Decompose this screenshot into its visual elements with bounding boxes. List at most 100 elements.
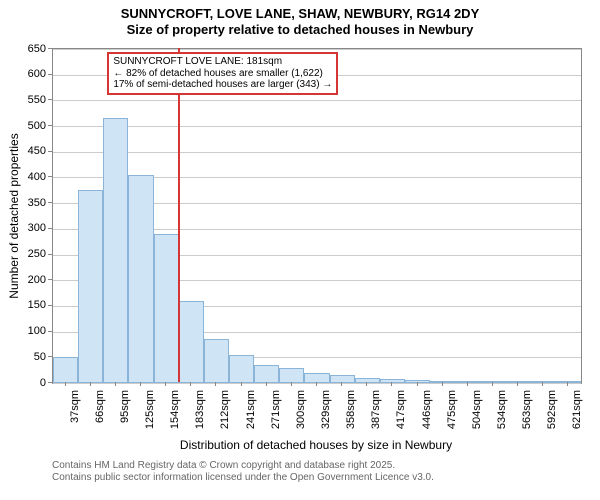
title-line-2: Size of property relative to detached ho… xyxy=(0,22,600,38)
y-tick-mark xyxy=(48,356,52,357)
x-tick-label: 417sqm xyxy=(395,390,407,450)
x-tick-mark xyxy=(366,382,367,386)
y-tick-mark xyxy=(48,331,52,332)
x-tick-mark xyxy=(492,382,493,386)
x-tick-label: 300sqm xyxy=(295,390,307,450)
x-tick-mark xyxy=(241,382,242,386)
x-tick-label: 241sqm xyxy=(245,390,257,450)
y-tick-mark xyxy=(48,228,52,229)
x-tick-mark xyxy=(442,382,443,386)
y-tick-mark xyxy=(48,48,52,49)
title-block: SUNNYCROFT, LOVE LANE, SHAW, NEWBURY, RG… xyxy=(0,0,600,37)
x-tick-mark xyxy=(341,382,342,386)
x-tick-label: 621sqm xyxy=(571,390,583,450)
x-tick-label: 329sqm xyxy=(320,390,332,450)
histogram-bar xyxy=(204,339,229,383)
x-tick-mark xyxy=(190,382,191,386)
reference-line xyxy=(178,48,180,382)
y-tick-label: 100 xyxy=(16,325,46,337)
x-tick-mark xyxy=(542,382,543,386)
x-tick-mark xyxy=(517,382,518,386)
annotation-line: 17% of semi-detached houses are larger (… xyxy=(113,79,332,91)
grid-line xyxy=(53,100,581,101)
x-tick-label: 125sqm xyxy=(144,390,156,450)
x-tick-label: 154sqm xyxy=(169,390,181,450)
histogram-bar xyxy=(229,355,254,383)
title-line-1: SUNNYCROFT, LOVE LANE, SHAW, NEWBURY, RG… xyxy=(0,6,600,22)
grid-line xyxy=(53,126,581,127)
x-tick-mark xyxy=(215,382,216,386)
y-tick-mark xyxy=(48,305,52,306)
y-tick-mark xyxy=(48,279,52,280)
x-tick-label: 95sqm xyxy=(119,390,131,450)
y-tick-label: 650 xyxy=(16,43,46,55)
histogram-bar xyxy=(103,118,128,383)
histogram-bar xyxy=(430,381,455,383)
y-tick-mark xyxy=(48,202,52,203)
histogram-bar xyxy=(455,381,480,383)
y-tick-mark xyxy=(48,99,52,100)
histogram-bar xyxy=(254,365,279,383)
y-tick-label: 300 xyxy=(16,222,46,234)
x-tick-label: 183sqm xyxy=(194,390,206,450)
x-tick-mark xyxy=(467,382,468,386)
y-tick-label: 50 xyxy=(16,351,46,363)
chart-container: SUNNYCROFT, LOVE LANE, SHAW, NEWBURY, RG… xyxy=(0,0,600,500)
x-tick-mark xyxy=(391,382,392,386)
x-tick-mark xyxy=(417,382,418,386)
x-tick-mark xyxy=(266,382,267,386)
y-tick-label: 150 xyxy=(16,299,46,311)
histogram-bar xyxy=(78,190,103,383)
y-tick-label: 500 xyxy=(16,120,46,132)
histogram-bar xyxy=(179,301,204,383)
x-tick-label: 504sqm xyxy=(471,390,483,450)
grid-line xyxy=(53,383,581,384)
annotation-line: ← 82% of detached houses are smaller (1,… xyxy=(113,68,332,80)
grid-line xyxy=(53,152,581,153)
y-tick-mark xyxy=(48,125,52,126)
y-tick-label: 250 xyxy=(16,248,46,260)
histogram-bar xyxy=(405,380,430,383)
y-tick-mark xyxy=(48,176,52,177)
x-tick-label: 37sqm xyxy=(69,390,81,450)
y-tick-mark xyxy=(48,74,52,75)
x-tick-mark xyxy=(115,382,116,386)
x-tick-mark xyxy=(65,382,66,386)
x-tick-label: 475sqm xyxy=(446,390,458,450)
x-tick-label: 387sqm xyxy=(370,390,382,450)
histogram-bar xyxy=(154,234,179,383)
footer-line-1: Contains HM Land Registry data © Crown c… xyxy=(52,460,434,472)
x-tick-label: 446sqm xyxy=(421,390,433,450)
grid-line xyxy=(53,49,581,50)
y-tick-mark xyxy=(48,254,52,255)
histogram-bar xyxy=(279,368,304,383)
annotation-box: SUNNYCROFT LOVE LANE: 181sqm← 82% of det… xyxy=(107,52,338,95)
y-tick-label: 200 xyxy=(16,274,46,286)
histogram-bar xyxy=(128,175,153,383)
y-tick-label: 450 xyxy=(16,145,46,157)
x-tick-label: 66sqm xyxy=(94,390,106,450)
x-tick-label: 358sqm xyxy=(345,390,357,450)
y-tick-label: 600 xyxy=(16,68,46,80)
x-tick-label: 534sqm xyxy=(496,390,508,450)
x-tick-label: 563sqm xyxy=(521,390,533,450)
y-tick-mark xyxy=(48,151,52,152)
plot-area xyxy=(52,48,582,384)
x-tick-mark xyxy=(140,382,141,386)
footer: Contains HM Land Registry data © Crown c… xyxy=(52,460,434,484)
x-tick-mark xyxy=(567,382,568,386)
y-tick-label: 0 xyxy=(16,377,46,389)
y-tick-label: 400 xyxy=(16,171,46,183)
x-tick-label: 592sqm xyxy=(546,390,558,450)
histogram-bar xyxy=(53,357,78,383)
y-tick-label: 350 xyxy=(16,197,46,209)
footer-line-2: Contains public sector information licen… xyxy=(52,472,434,484)
y-tick-label: 550 xyxy=(16,94,46,106)
x-tick-mark xyxy=(316,382,317,386)
x-tick-label: 212sqm xyxy=(219,390,231,450)
x-tick-mark xyxy=(165,382,166,386)
annotation-line: SUNNYCROFT LOVE LANE: 181sqm xyxy=(113,56,332,68)
y-tick-mark xyxy=(48,382,52,383)
x-tick-label: 271sqm xyxy=(270,390,282,450)
x-tick-mark xyxy=(291,382,292,386)
